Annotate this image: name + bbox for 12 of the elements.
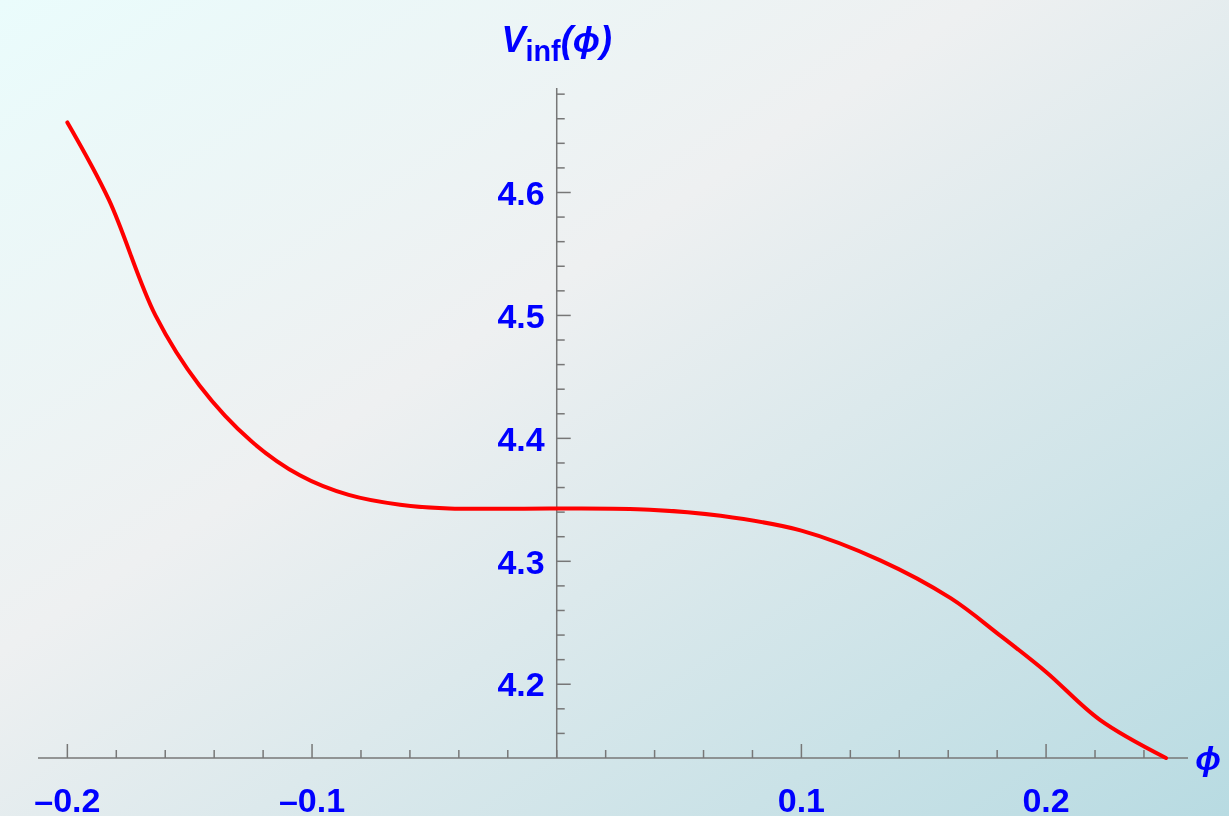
y-axis-title: V$_{inf}$(ϕ): [501, 19, 612, 67]
line-series: [65, 120, 1168, 760]
x-tick-label: 0.2: [1022, 781, 1070, 816]
x-axis-title: ϕ: [1195, 739, 1221, 777]
y-tick-label: 4.5: [497, 296, 545, 335]
y-tick-label: 4.4: [497, 419, 545, 458]
x-tick-label: –0.2: [34, 781, 101, 816]
y-tick-label: 4.2: [497, 665, 545, 704]
x-tick-label: –0.1: [278, 781, 346, 816]
x-tick-label: 0.1: [777, 781, 826, 816]
y-tick-label: 4.3: [497, 542, 545, 581]
y-tick-label: 4.6: [497, 173, 545, 212]
